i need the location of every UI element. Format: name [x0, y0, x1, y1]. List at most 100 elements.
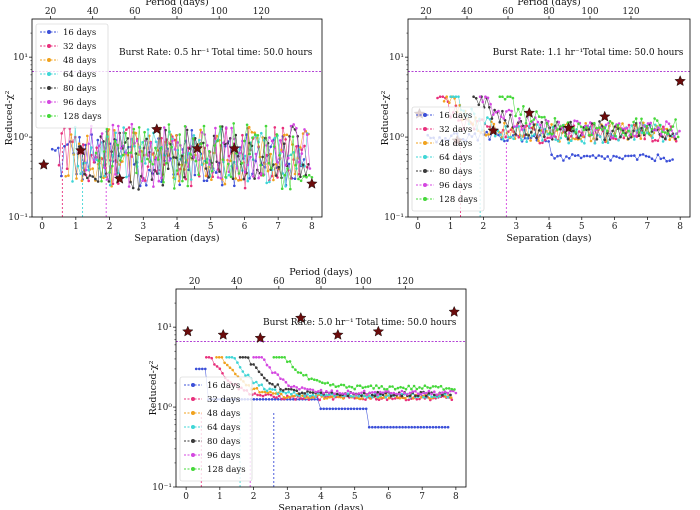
data-point — [585, 126, 588, 129]
data-point — [76, 164, 80, 168]
legend-marker — [423, 169, 427, 173]
data-point — [215, 365, 219, 368]
data-point — [624, 134, 627, 137]
x-tick-label: 6 — [612, 222, 618, 232]
data-point — [192, 134, 196, 137]
y-tick-label: 10⁰ — [157, 403, 172, 413]
data-point — [348, 385, 351, 388]
series-markers-128-days — [498, 95, 680, 139]
data-point — [287, 384, 290, 388]
data-point — [653, 159, 657, 163]
top-tick-label: 100 — [211, 7, 228, 17]
data-point — [488, 138, 491, 141]
data-point — [283, 356, 286, 359]
data-point — [297, 160, 301, 164]
plot-area — [408, 71, 690, 217]
data-point — [606, 155, 609, 158]
data-point — [220, 125, 224, 128]
data-point — [538, 141, 542, 145]
top-tick-label: 120 — [622, 7, 639, 17]
data-point — [199, 128, 202, 132]
data-point — [657, 126, 660, 129]
data-point — [406, 393, 409, 396]
burst-star-marker — [523, 106, 536, 118]
legend-entry-label: 48 days — [63, 56, 96, 66]
data-point — [270, 139, 274, 143]
legend-marker — [423, 155, 427, 159]
data-point — [171, 139, 174, 143]
data-point — [529, 139, 532, 142]
data-point — [331, 398, 335, 401]
data-point — [610, 136, 613, 140]
data-point — [342, 383, 346, 387]
data-point — [178, 133, 181, 136]
data-point — [661, 135, 664, 138]
data-point — [173, 138, 177, 142]
data-point — [129, 151, 133, 154]
data-point — [183, 125, 187, 128]
data-point — [91, 175, 94, 178]
data-point — [481, 100, 485, 104]
data-point — [493, 134, 497, 138]
legend-marker — [423, 197, 427, 201]
data-point — [441, 95, 445, 98]
data-point — [181, 179, 184, 183]
data-point — [333, 394, 336, 398]
data-point — [234, 177, 237, 180]
y-tick-label: 10⁰ — [389, 133, 404, 143]
data-point — [645, 125, 648, 128]
data-point — [127, 185, 131, 188]
data-point — [256, 393, 259, 397]
data-point — [252, 398, 256, 401]
data-point — [425, 425, 429, 429]
data-point — [648, 132, 651, 136]
data-point — [551, 138, 554, 141]
data-point — [79, 172, 82, 176]
data-point — [509, 135, 513, 139]
data-point — [292, 384, 296, 388]
data-point — [314, 390, 317, 394]
data-point — [306, 388, 309, 391]
data-point — [295, 127, 298, 130]
data-point — [57, 146, 60, 150]
data-point — [271, 392, 275, 395]
data-point — [639, 137, 643, 140]
data-point — [646, 131, 649, 135]
data-point — [276, 398, 280, 401]
legend-marker — [47, 86, 51, 90]
data-point — [375, 384, 378, 387]
data-point — [433, 390, 436, 394]
data-point — [321, 381, 324, 385]
data-point — [335, 392, 339, 396]
data-point — [658, 123, 662, 127]
data-point — [287, 162, 291, 166]
data-point — [600, 155, 604, 158]
data-point — [292, 123, 296, 126]
data-point — [598, 126, 601, 129]
data-point — [357, 392, 361, 395]
data-point — [422, 391, 425, 395]
data-point — [566, 137, 570, 141]
data-point — [603, 138, 606, 142]
burst-star-marker — [113, 172, 126, 184]
burst-star-marker — [598, 110, 611, 122]
data-point — [375, 398, 378, 401]
data-point — [641, 153, 645, 156]
data-point — [389, 391, 393, 395]
data-point — [445, 95, 449, 98]
x-tick-label: 4 — [318, 492, 324, 502]
series-line-64-days — [450, 96, 677, 145]
y-tick-label: 10⁻¹ — [384, 213, 404, 223]
data-point — [260, 383, 264, 387]
data-point — [257, 384, 261, 387]
data-point — [221, 158, 225, 161]
data-point — [175, 134, 178, 137]
data-point — [438, 392, 442, 395]
data-point — [431, 425, 435, 429]
data-point — [519, 113, 523, 116]
y-tick-label: 10⁻¹ — [8, 213, 28, 223]
data-point — [489, 102, 492, 106]
data-point — [383, 387, 386, 391]
data-point — [119, 159, 122, 162]
data-point — [258, 398, 262, 401]
